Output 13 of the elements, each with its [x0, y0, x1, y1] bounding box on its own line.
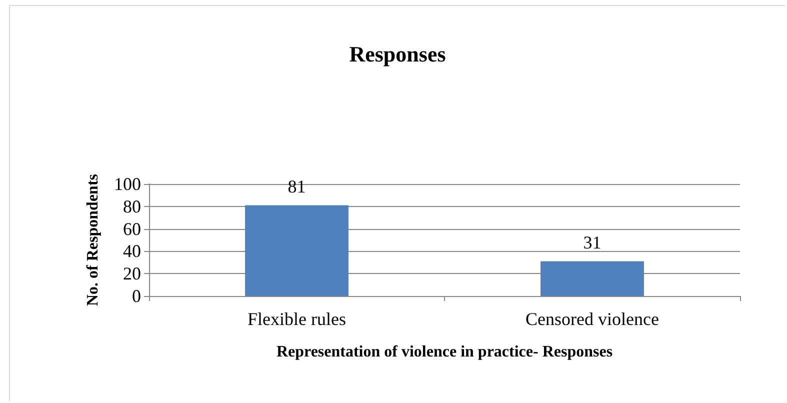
y-tick-label: 100 — [114, 174, 141, 194]
y-tick-label: 40 — [123, 241, 141, 262]
x-axis-title: Representation of violence in practice- Responses — [276, 344, 613, 360]
y-tick-label: 20 — [123, 264, 141, 284]
y-tick-label: 60 — [123, 218, 141, 239]
data-label: 81 — [288, 176, 306, 196]
y-tick-label: 0 — [132, 286, 141, 306]
x-tick-label: Flexible rules — [248, 309, 346, 329]
x-tick-label: Censored violence — [526, 309, 659, 329]
chart-title: Responses — [349, 42, 446, 66]
y-axis-title: No. of Respondents — [84, 174, 102, 306]
data-label: 31 — [583, 232, 602, 252]
y-tick-label: 80 — [123, 196, 141, 216]
